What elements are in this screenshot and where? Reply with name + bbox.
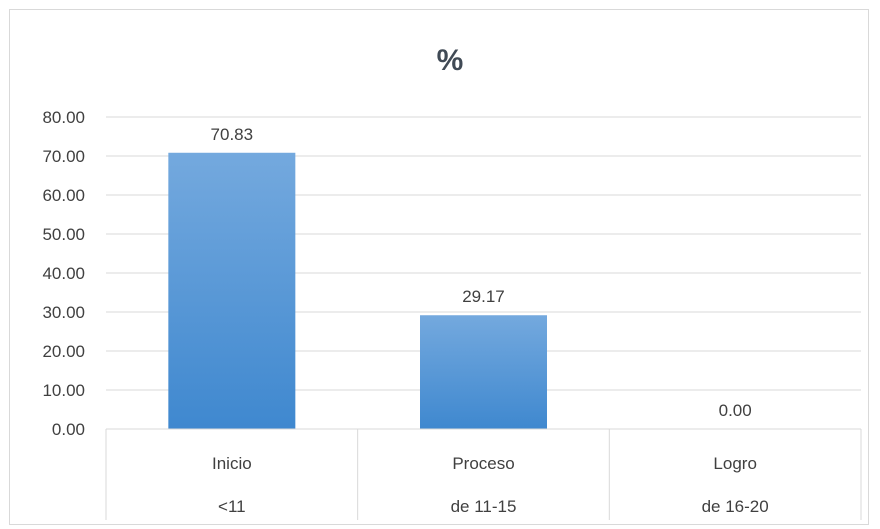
y-tick-label: 70.00 <box>42 147 85 166</box>
chart-frame <box>9 9 869 525</box>
y-tick-label: 60.00 <box>42 186 85 205</box>
y-tick-label: 30.00 <box>42 303 85 322</box>
data-label: 70.83 <box>211 125 254 144</box>
y-tick-label: 10.00 <box>42 381 85 400</box>
bar <box>168 152 296 429</box>
x-axis: Inicio <11 Proceso de 11-15 Logro de 16-20 <box>105 428 862 520</box>
x-category-label: Proceso <box>452 454 514 473</box>
y-tick-label: 40.00 <box>42 264 85 283</box>
chart-title: % <box>437 44 464 77</box>
y-tick-label: 0.00 <box>52 420 85 439</box>
x-category-label: Logro <box>713 454 756 473</box>
x-category-sublabel: de 11-15 <box>451 497 517 516</box>
y-tick-label: 50.00 <box>42 225 85 244</box>
y-tick-label: 80.00 <box>42 108 85 127</box>
bars <box>168 152 547 429</box>
data-labels: 70.83 29.17 0.00 <box>211 125 752 420</box>
data-label: 0.00 <box>719 401 752 420</box>
x-category-sublabel: de 16-20 <box>702 497 769 516</box>
data-label: 29.17 <box>462 287 505 306</box>
x-category-label: Inicio <box>212 454 252 473</box>
y-tick-label: 20.00 <box>42 342 85 361</box>
bar <box>420 315 547 429</box>
y-axis-ticks: 0.00 10.00 20.00 30.00 40.00 50.00 60.00 70.00 8… <box>42 108 85 439</box>
x-category-sublabel: <11 <box>218 497 246 516</box>
